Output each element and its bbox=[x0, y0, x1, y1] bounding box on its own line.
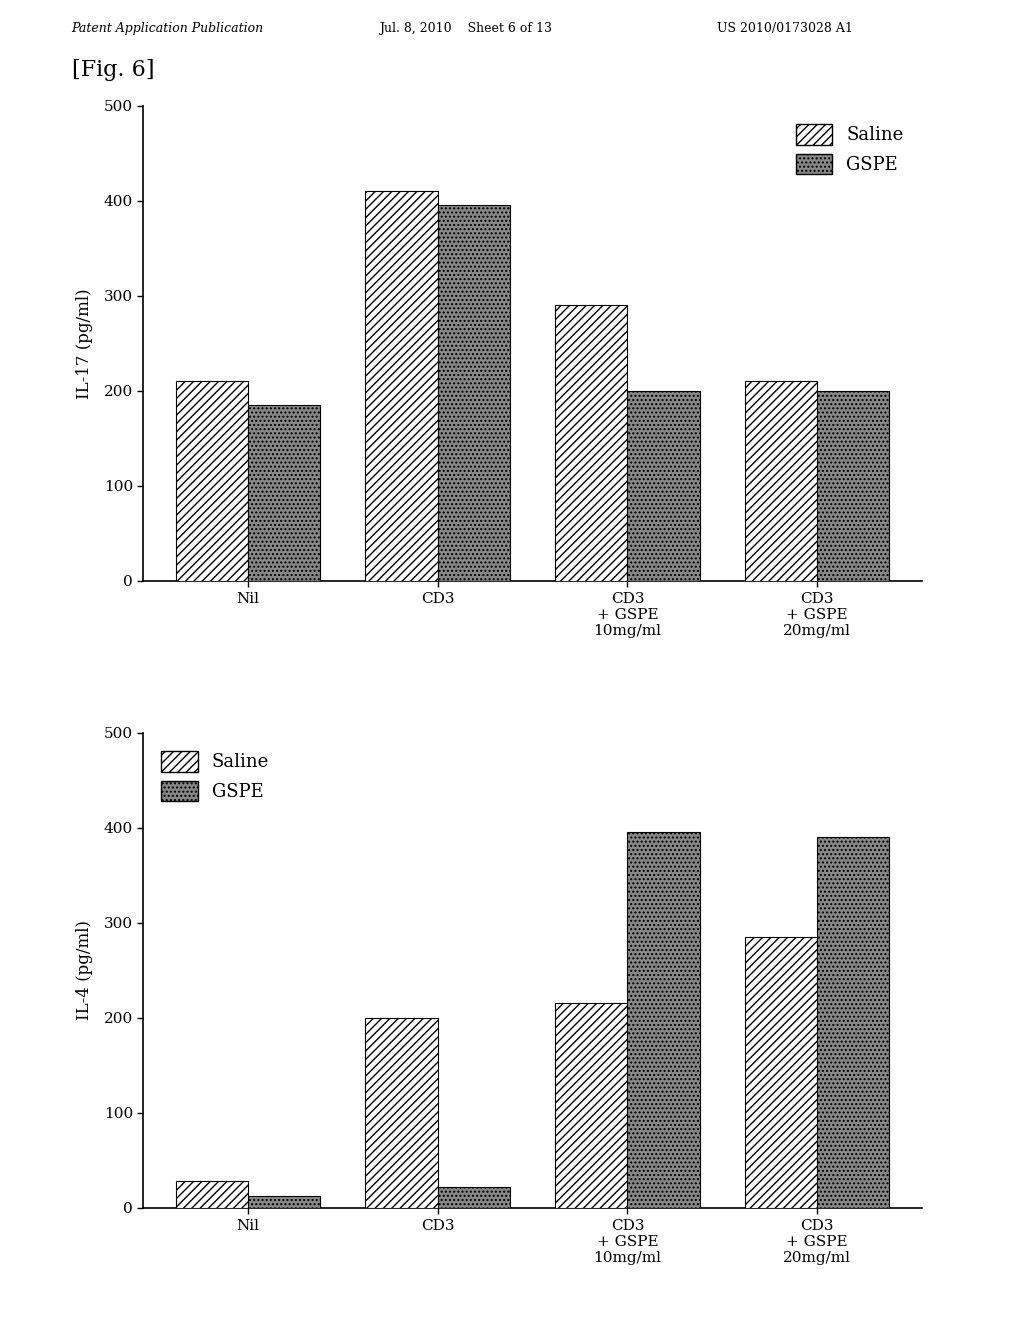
Bar bbox=[745, 381, 817, 581]
Bar bbox=[817, 837, 889, 1208]
Bar bbox=[366, 1018, 437, 1208]
Legend: Saline, GSPE: Saline, GSPE bbox=[786, 115, 912, 183]
Bar bbox=[555, 305, 628, 581]
Text: Patent Application Publication: Patent Application Publication bbox=[72, 22, 264, 36]
Bar bbox=[176, 1181, 248, 1208]
Bar bbox=[745, 937, 817, 1208]
Text: Jul. 8, 2010    Sheet 6 of 13: Jul. 8, 2010 Sheet 6 of 13 bbox=[379, 22, 552, 36]
Bar bbox=[248, 405, 319, 581]
Bar bbox=[248, 1196, 319, 1208]
Text: [Fig. 6]: [Fig. 6] bbox=[72, 59, 155, 82]
Bar bbox=[366, 191, 437, 581]
Bar bbox=[437, 206, 510, 581]
Bar bbox=[176, 381, 248, 581]
Text: US 2010/0173028 A1: US 2010/0173028 A1 bbox=[717, 22, 853, 36]
Y-axis label: IL-4 (pg/ml): IL-4 (pg/ml) bbox=[76, 920, 92, 1020]
Legend: Saline, GSPE: Saline, GSPE bbox=[153, 742, 279, 810]
Bar bbox=[817, 391, 889, 581]
Bar bbox=[628, 391, 699, 581]
Bar bbox=[437, 1187, 510, 1208]
Y-axis label: IL-17 (pg/ml): IL-17 (pg/ml) bbox=[76, 288, 92, 399]
Bar bbox=[628, 833, 699, 1208]
Bar bbox=[555, 1003, 628, 1208]
